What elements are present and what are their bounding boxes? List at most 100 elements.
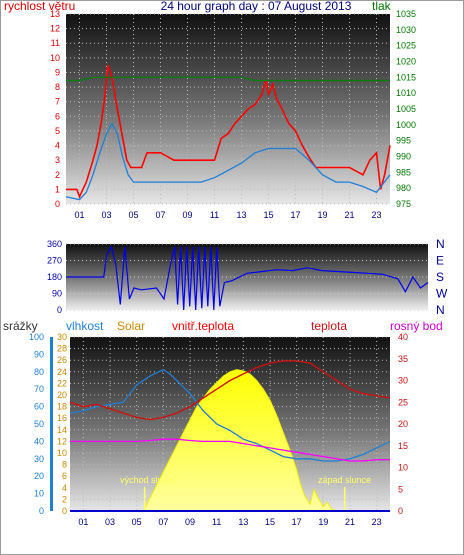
humidity-tick-label: 8 [62, 460, 67, 470]
wind-tick-label: 9 [55, 67, 60, 77]
compass-tick-label: N [436, 237, 445, 251]
wind-plot-area [66, 14, 390, 204]
hour-tick-label: 11 [212, 517, 221, 527]
hour-tick-label: 01 [74, 210, 84, 220]
humidity-tick-label: 4 [62, 483, 67, 493]
humidity-tick-label: 0 [62, 506, 67, 516]
hour-tick-label: 09 [182, 210, 192, 220]
sunrise-label: východ slunce [120, 475, 177, 485]
temperature-chart: srážky vlhkost Solar vnitř.teplota teplo… [3, 319, 443, 527]
humidity-tick-label: 6 [62, 471, 67, 481]
hour-tick-label: 01 [78, 517, 88, 527]
pressure-tick-label: 1015 [396, 72, 416, 82]
wind-tick-label: 3 [55, 155, 60, 165]
humidity-tick-label: 24 [57, 367, 67, 377]
humidity-tick-label: 2 [62, 494, 67, 504]
temperature-tick-label: 10 [398, 463, 408, 473]
temperature-tick-label: 0 [398, 506, 403, 516]
wind-direction-line [66, 245, 429, 311]
hour-tick-label: 07 [158, 517, 168, 527]
compass-tick-label: N [436, 303, 445, 317]
humidity-tick-label: 28 [57, 344, 67, 354]
pressure-tick-label: 1025 [396, 41, 416, 51]
hour-tick-label: 09 [185, 517, 195, 527]
rain-scale-bar [50, 337, 53, 511]
hour-tick-label: 13 [236, 210, 246, 220]
compass-tick-label: S [436, 270, 444, 284]
pressure-tick-label: 1020 [396, 57, 416, 67]
rain-tick-label: 20 [34, 471, 44, 481]
temperature-tick-label: 30 [398, 376, 408, 386]
direction-axis-ticks: 0 90 180 270 360 [47, 239, 62, 315]
temperature-axis-title: teplota [311, 319, 347, 333]
rain-tick-label: 10 [34, 489, 44, 499]
dew-point-axis-title: rosný bod [390, 319, 443, 333]
rain-axis-title: srážky [3, 319, 38, 333]
hour-tick-label: 21 [345, 517, 355, 527]
rain-tick-label: 80 [34, 367, 44, 377]
wind-tick-label: 8 [55, 82, 60, 92]
direction-tick-label: 270 [47, 256, 62, 266]
hour-tick-label: 03 [101, 210, 111, 220]
hour-tick-label: 21 [344, 210, 354, 220]
hour-tick-label: 07 [155, 210, 165, 220]
rain-tick-label: 30 [34, 454, 44, 464]
temperature-tick-label: 25 [398, 397, 408, 407]
dew_point-line [70, 438, 390, 462]
wind-tick-label: 2 [55, 170, 60, 180]
rain-tick-label: 100 [29, 332, 44, 342]
hour-tick-label: 23 [372, 517, 382, 527]
humidity-tick-label: 12 [57, 436, 67, 446]
wind-tick-label: 0 [55, 199, 60, 209]
humidity-tick-label: 14 [57, 425, 67, 435]
pressure-tick-label: 1030 [396, 25, 416, 35]
pressure-tick-label: 980 [396, 183, 411, 193]
pressure-axis-ticks: 975 980 985 990 995 1000 1005 1010 1015 1020 1025 1… [396, 9, 416, 209]
compass-tick-label: W [436, 287, 448, 301]
hour-tick-label: 23 [371, 210, 381, 220]
temperature-tick-label: 5 [398, 484, 403, 494]
hour-tick-label: 19 [318, 517, 328, 527]
hour-tick-label: 03 [105, 517, 115, 527]
chart-title: 24 hour graph day : 07 August 2013 [161, 0, 352, 13]
pressure-tick-label: 1010 [396, 88, 416, 98]
humidity-tick-label: 22 [57, 378, 67, 388]
wind-tick-label: 11 [51, 38, 60, 48]
pressure-tick-label: 1005 [396, 104, 416, 114]
hour-tick-label: 13 [238, 517, 248, 527]
wind-tick-label: 1 [55, 184, 60, 194]
temperature-tick-label: 40 [398, 332, 408, 342]
hour-tick-label: 15 [263, 210, 273, 220]
rain-tick-label: 40 [34, 436, 44, 446]
humidity-tick-label: 16 [57, 413, 67, 423]
humidity-tick-label: 30 [57, 332, 67, 342]
temperature-tick-label: 20 [398, 419, 408, 429]
temperature-series [69, 360, 391, 512]
rain-tick-label: 70 [34, 384, 44, 394]
temperature-tick-label: 35 [398, 354, 408, 364]
humidity-line [69, 368, 391, 462]
humidity-tick-label: 10 [57, 448, 67, 458]
indoor-temp-axis-title: vnitř.teplota [172, 319, 234, 333]
wind-tick-label: 7 [55, 97, 60, 107]
wind-tick-label: 13 [50, 9, 60, 19]
temperature-axis-ticks: 0 5 10 15 20 25 30 35 40 [398, 332, 408, 516]
hour-tick-label: 11 [210, 210, 219, 220]
pressure-line [66, 76, 390, 82]
pressure-tick-label: 985 [396, 167, 411, 177]
pressure-tick-label: 990 [396, 152, 411, 162]
wind-tick-label: 12 [50, 24, 60, 34]
hour-tick-label: 19 [317, 210, 327, 220]
wind-axis-title: rychlost větru [4, 0, 75, 13]
direction-tick-label: 0 [57, 305, 62, 315]
humidity-axis-title: vlhkost [66, 319, 104, 333]
hour-tick-label: 05 [128, 210, 138, 220]
pressure-tick-label: 995 [396, 136, 411, 146]
hour-tick-label: 05 [132, 517, 142, 527]
hour-tick-label: 17 [292, 517, 302, 527]
direction-tick-label: 360 [47, 239, 62, 249]
solar-axis-title: Solar [117, 319, 145, 333]
